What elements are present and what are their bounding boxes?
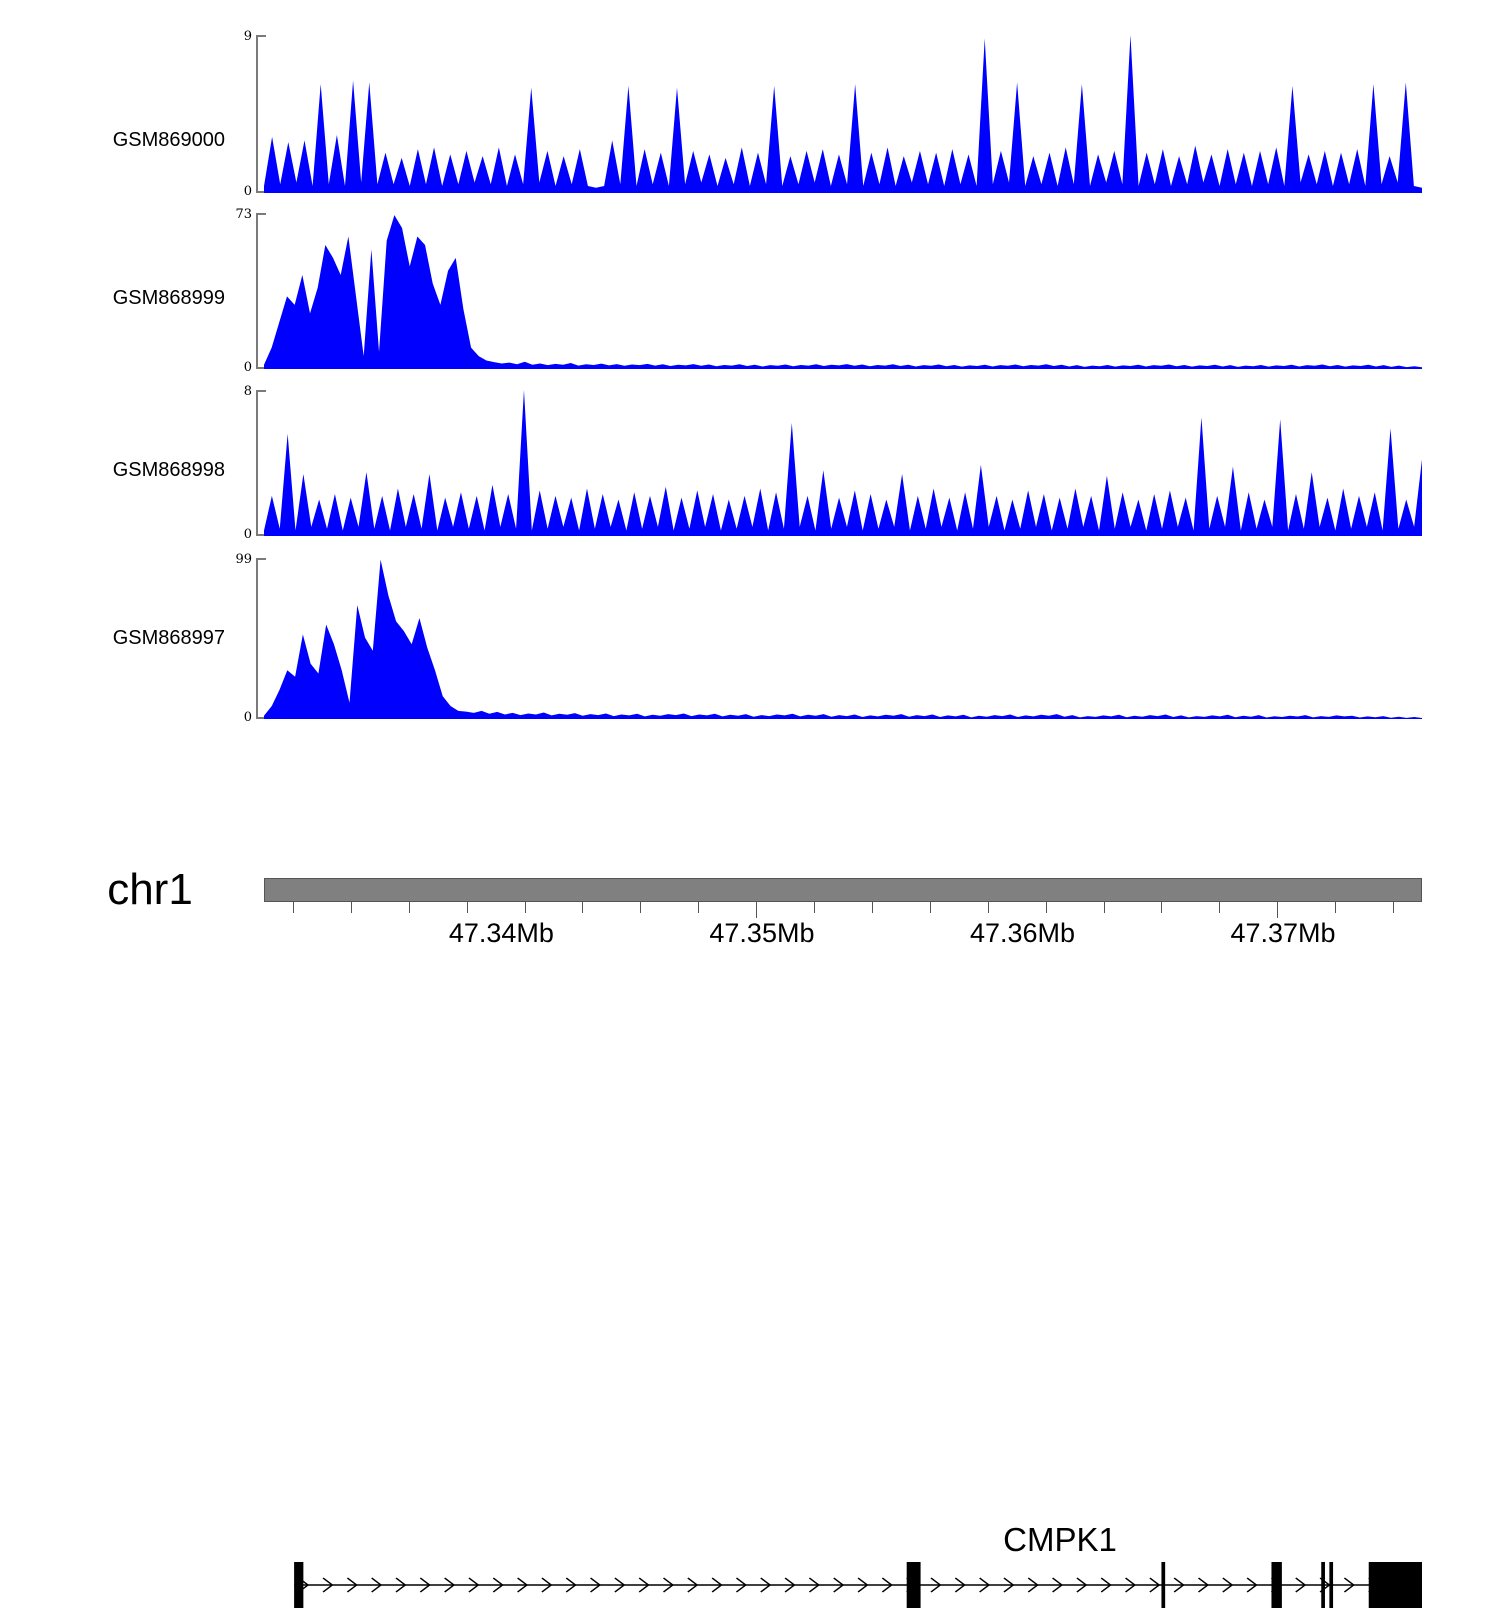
ruler-minor-tick: [1393, 902, 1395, 913]
track-axis-min-label: 0: [243, 527, 252, 542]
ruler-minor-tick: [1045, 902, 1047, 913]
chromosome-ideogram-bar[interactable]: [264, 878, 1422, 902]
ruler-minor-tick: [582, 902, 584, 913]
signal-track[interactable]: GSM869000 9 0: [0, 29, 1500, 199]
ruler-minor-tick: [1103, 902, 1105, 913]
ruler-minor-tick: [871, 902, 873, 913]
ruler-tick-marks: [264, 902, 1422, 918]
ruler-minor-tick: [698, 902, 700, 913]
track-axis-max-label: 73: [235, 207, 252, 222]
ruler-minor-tick: [640, 902, 642, 913]
track-axis-max-label: 9: [243, 29, 252, 44]
ruler-label: 47.37Mb: [1230, 918, 1336, 948]
ruler-minor-tick: [466, 902, 468, 913]
track-axis-min-label: 0: [243, 710, 252, 725]
track-axis-min-label: 0: [243, 184, 252, 199]
track-signal-svg: [264, 559, 1422, 719]
ruler-minor-tick: [987, 902, 989, 913]
track-signal-svg: [264, 390, 1422, 536]
track-axis-min-label: 0: [243, 360, 252, 375]
track-label: GSM868997: [112, 627, 225, 649]
gene-model-panel[interactable]: CMPK1: [0, 755, 1500, 1608]
chromosome-label: chr1: [107, 865, 193, 914]
signal-track[interactable]: GSM868998 8 0: [0, 384, 1500, 542]
track-label: GSM868998: [112, 459, 225, 481]
track-signal-svg: [264, 35, 1422, 193]
track-axis-max-label: 8: [243, 384, 252, 399]
ruler-minor-tick: [1161, 902, 1163, 913]
track-signal-plot[interactable]: [264, 35, 1422, 193]
signal-track[interactable]: GSM868999 73 0: [0, 207, 1500, 375]
track-label: GSM868999: [112, 287, 225, 309]
track-signal-plot[interactable]: [264, 390, 1422, 536]
ruler-label: 47.34Mb: [448, 918, 554, 948]
ruler-minor-tick: [814, 902, 816, 913]
ruler-label: 47.35Mb: [709, 918, 815, 948]
ruler-minor-tick: [408, 902, 410, 913]
ruler-minor-tick: [1219, 902, 1221, 913]
ruler-minor-tick: [524, 902, 526, 913]
ruler-minor-tick: [292, 902, 294, 913]
ruler-major-tick: [756, 902, 758, 918]
ruler-minor-tick: [929, 902, 931, 913]
ruler-major-tick: [1277, 902, 1279, 918]
genome-browser-view: GSM869000 9 0 GSM868999 73 0 GSM868998 8…: [0, 29, 1500, 1608]
gene-model-svg[interactable]: [264, 1550, 1422, 1620]
track-axis-max-label: 99: [235, 552, 252, 567]
track-label: GSM869000: [112, 129, 225, 151]
ruler-tick-labels: 47.34Mb 47.35Mb 47.36Mb 47.37Mb: [264, 918, 1422, 952]
ruler-minor-tick: [1335, 902, 1337, 913]
track-signal-plot[interactable]: [264, 558, 1422, 719]
ruler-minor-tick: [350, 902, 352, 913]
signal-track[interactable]: GSM868997 99 0: [0, 552, 1500, 725]
track-signal-svg: [264, 215, 1422, 369]
track-signal-plot[interactable]: [264, 213, 1422, 369]
ruler-label: 47.36Mb: [969, 918, 1076, 948]
